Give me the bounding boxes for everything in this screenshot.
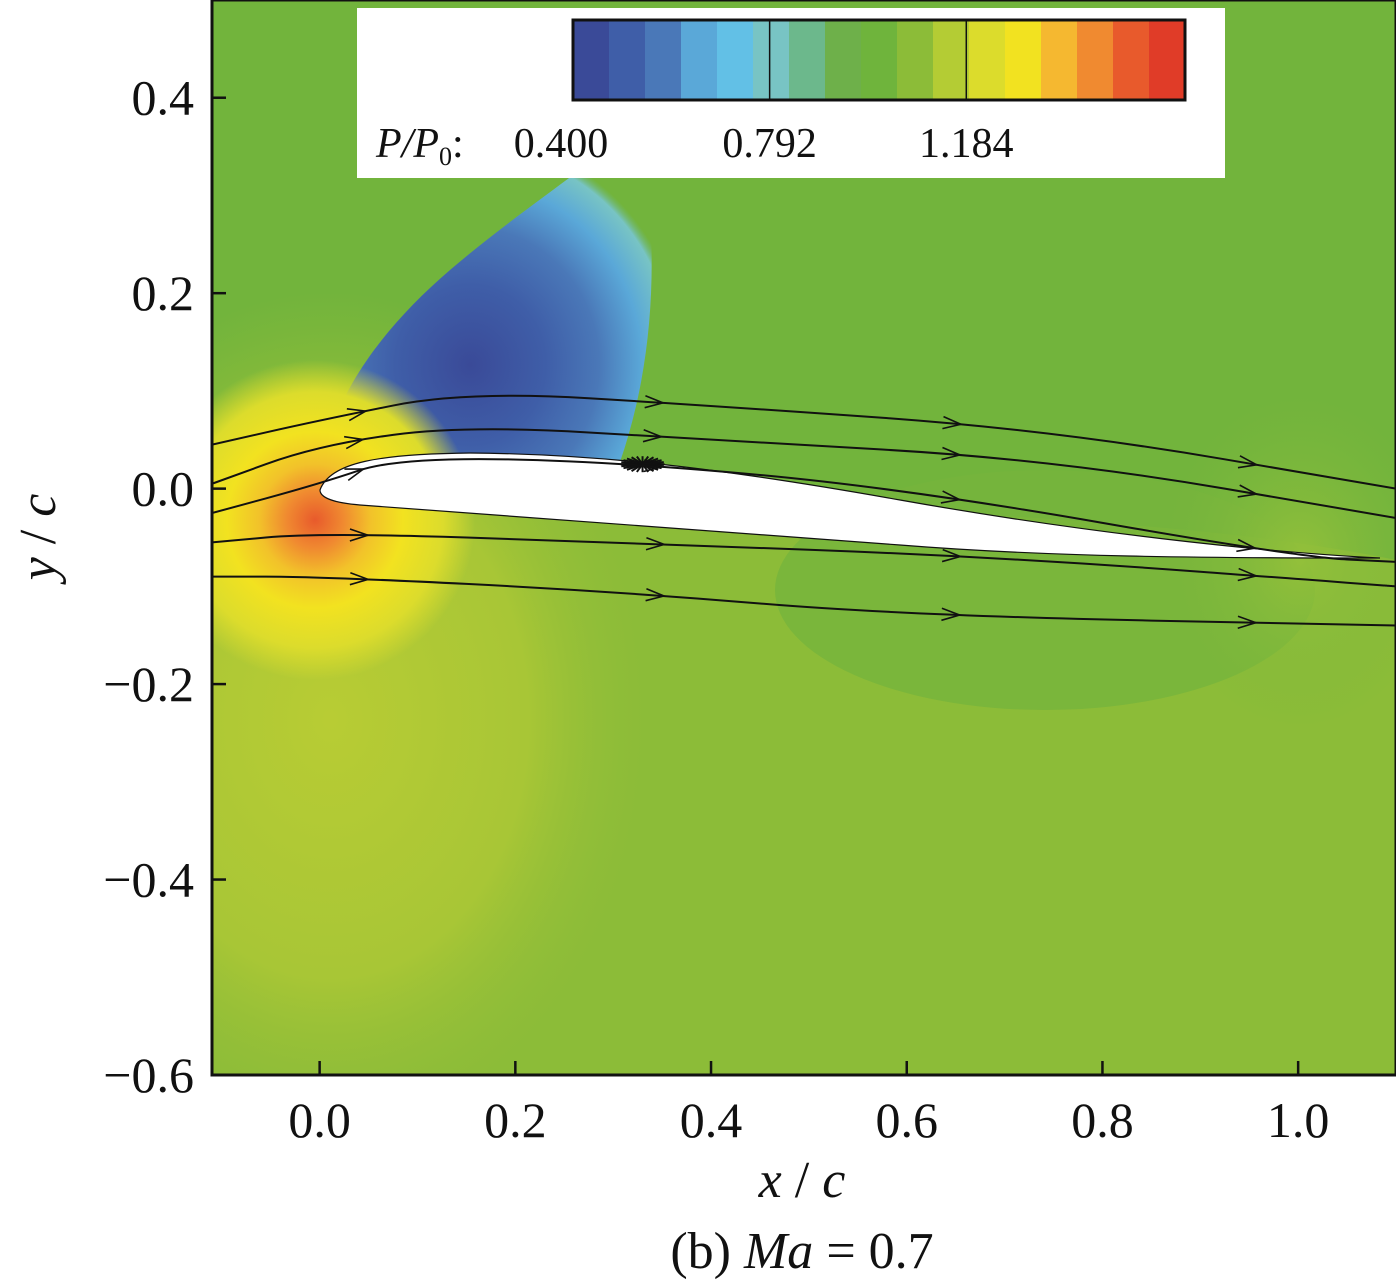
colorbar-band bbox=[1077, 20, 1114, 100]
low-pressure-region bbox=[322, 120, 652, 470]
streamline bbox=[212, 575, 1396, 627]
streamline-arrow bbox=[645, 587, 667, 602]
colorbar-tick-label: 0.400 bbox=[514, 121, 609, 167]
colorbar-band bbox=[789, 20, 826, 100]
colorbar-tick-label: 0.792 bbox=[722, 121, 817, 167]
colorbar-band bbox=[1041, 20, 1078, 100]
x-axis-title: x / c bbox=[758, 1152, 846, 1209]
colorbar-band bbox=[897, 20, 934, 100]
colorbar-tick-labels: 0.400 0.792 1.184 bbox=[514, 20, 1014, 167]
colorbar-tick-label: 1.184 bbox=[919, 121, 1014, 167]
streamline-arrow bbox=[940, 490, 963, 504]
colorbar-band bbox=[825, 20, 862, 100]
x-tick-label: 0.6 bbox=[875, 1092, 938, 1148]
x-tick-label: 0.8 bbox=[1071, 1092, 1134, 1148]
streamline-arrow bbox=[941, 548, 963, 563]
colorbar-band bbox=[681, 20, 718, 100]
streamline-arrow bbox=[941, 607, 963, 622]
colorbar-variable-label: P/P0: bbox=[375, 121, 464, 171]
streamlines bbox=[212, 394, 1396, 630]
streamline bbox=[212, 428, 1396, 519]
colorbar-frame bbox=[571, 18, 1187, 102]
x-tick-label: 0.4 bbox=[680, 1092, 743, 1148]
figure-caption: (b) Ma = 0.7 bbox=[670, 1223, 933, 1280]
streamline bbox=[212, 534, 1396, 588]
streamline-arrow bbox=[344, 468, 366, 482]
streamline-arrow bbox=[349, 571, 371, 586]
streamline-arrow bbox=[349, 528, 371, 542]
y-tick-label: −0.6 bbox=[103, 1047, 194, 1103]
streamline-arrow bbox=[1236, 538, 1258, 553]
x-tick-label: 0.0 bbox=[288, 1092, 351, 1148]
wake-region bbox=[1160, 390, 1396, 730]
colorbar-legend: P/P0: 0.400 0.792 1.184 bbox=[357, 8, 1225, 178]
x-axis-ticks: 0.0 0.2 0.4 0.6 0.8 1.0 bbox=[288, 1061, 1329, 1148]
streamline-arrow bbox=[1237, 567, 1259, 582]
colorbar-band bbox=[969, 20, 1006, 100]
x-tick-label: 1.0 bbox=[1267, 1092, 1330, 1148]
streamline-arrow bbox=[346, 408, 369, 422]
colorbar-bands bbox=[573, 20, 1186, 100]
streamline-arrow bbox=[643, 458, 665, 473]
y-tick-label: 0.4 bbox=[132, 70, 195, 126]
x-tick-label: 0.2 bbox=[484, 1092, 547, 1148]
colorbar-band bbox=[645, 20, 682, 100]
colorbar-band bbox=[1113, 20, 1150, 100]
y-axis-title: y / c bbox=[10, 494, 67, 586]
shock-stroke bbox=[621, 461, 664, 468]
streamline-arrow bbox=[1237, 484, 1259, 498]
streamline-arrow bbox=[645, 536, 667, 551]
colorbar-band bbox=[753, 20, 790, 100]
colorbar-band bbox=[1005, 20, 1042, 100]
streamline-arrow bbox=[642, 428, 664, 443]
streamline-arrow bbox=[1237, 455, 1260, 469]
y-tick-label: 0.2 bbox=[132, 265, 195, 321]
y-tick-label: 0.0 bbox=[132, 461, 195, 517]
y-tick-label: −0.4 bbox=[103, 852, 194, 908]
y-axis-ticks: 0.4 0.2 0.0 −0.2 −0.4 −0.6 bbox=[103, 70, 226, 1103]
streamline-arrow bbox=[941, 446, 963, 461]
streamline-arrow bbox=[942, 415, 964, 430]
plot-frame bbox=[210, 0, 1396, 1077]
y-tick-label: −0.2 bbox=[103, 656, 194, 712]
streamline-arrow bbox=[344, 435, 366, 450]
colorbar-band bbox=[573, 20, 610, 100]
shock-marker bbox=[620, 455, 665, 473]
colorbar-band bbox=[717, 20, 754, 100]
streamline-arrow bbox=[644, 394, 666, 409]
colorbar-band bbox=[609, 20, 646, 100]
streamline bbox=[212, 458, 1396, 563]
streamline bbox=[212, 394, 1396, 490]
colorbar-band bbox=[861, 20, 898, 100]
colorbar-band bbox=[933, 20, 970, 100]
colorbar-band bbox=[1149, 20, 1186, 100]
streamline-arrow bbox=[1237, 615, 1259, 630]
stagnation-region bbox=[212, 360, 475, 680]
airfoil-shape bbox=[319, 452, 1381, 559]
